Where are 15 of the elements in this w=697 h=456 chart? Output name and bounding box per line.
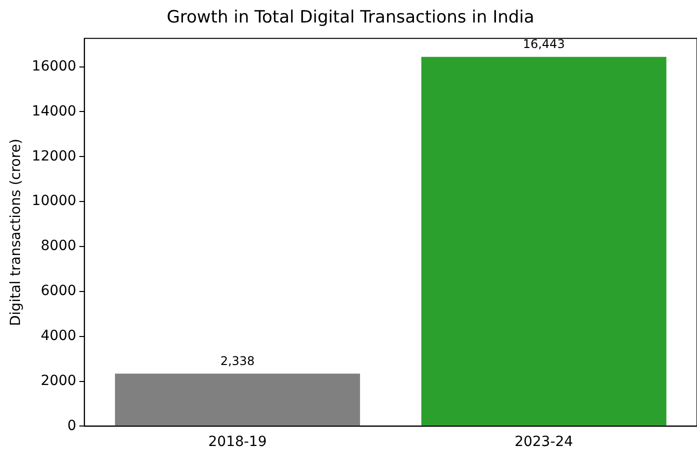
data-label: 16,443 [522, 36, 565, 51]
y-tick-label: 16000 [32, 58, 76, 74]
data-label: 2,338 [220, 354, 255, 368]
x-tick-label: 2018-19 [208, 434, 267, 450]
y-tick-label: 10000 [32, 193, 76, 210]
y-tick-label: 8000 [40, 238, 76, 254]
y-axis-title: Digital transactions (crore) [8, 138, 24, 326]
y-tick-label: 4000 [40, 328, 76, 344]
y-tick-label: 0 [67, 418, 76, 434]
chart-title: Growth in Total Digital Transactions in India [166, 8, 534, 28]
y-tick-label: 2000 [40, 372, 76, 389]
y-tick-label: 14000 [32, 103, 76, 120]
x-tick-label: 2023-24 [514, 434, 574, 450]
y-tick-label: 6000 [40, 283, 76, 300]
y-tick-label: 12000 [32, 148, 76, 164]
